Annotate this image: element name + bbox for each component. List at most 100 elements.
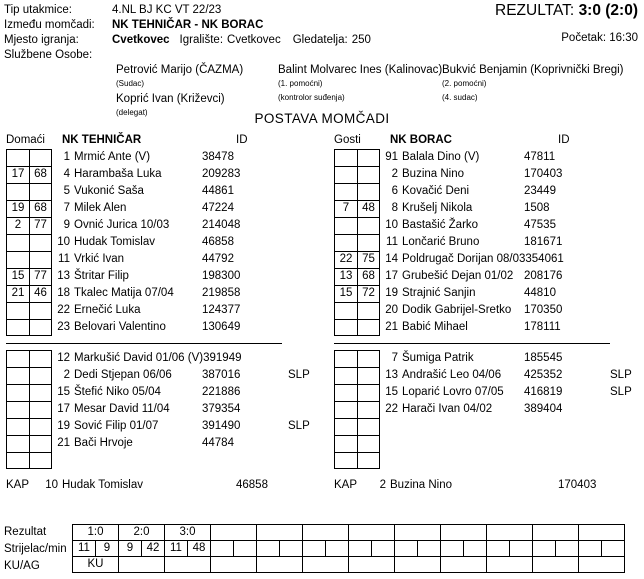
sub-minute-box[interactable] [357,435,380,452]
sub-minute-box[interactable] [357,183,380,200]
player-row[interactable]: 17 Mesar David 11/04 379354 [6,401,322,418]
sub-minute-box[interactable] [357,367,380,384]
player-row[interactable]: 2 Buzina Nino 170403 [334,166,644,183]
kuag-cell[interactable] [302,556,349,573]
strijelac-cell[interactable] [417,540,441,557]
player-row[interactable] [334,418,644,435]
sub-minute-box[interactable] [357,166,380,183]
rezultat-cell[interactable] [486,524,533,541]
kuag-cell[interactable] [440,556,487,573]
sub-minute-box[interactable]: 72 [357,285,380,302]
sub-minute-box[interactable]: 68 [29,200,52,217]
sub-minute-box[interactable]: 77 [29,217,52,234]
kuag-cell[interactable] [578,556,625,573]
rezultat-cell[interactable] [578,524,625,541]
player-row[interactable] [334,452,644,469]
sub-in-box[interactable] [334,367,357,384]
strijelac-cell[interactable]: 48 [187,540,211,557]
sub-in-box[interactable] [334,418,357,435]
sub-in-box[interactable] [334,452,357,469]
rezultat-cell[interactable] [256,524,303,541]
strijelac-cell[interactable] [601,540,625,557]
kuag-cell[interactable] [348,556,395,573]
player-row[interactable]: 20 Dodik Gabrijel-Sretko 170350 [334,302,644,319]
sub-in-box[interactable] [6,418,29,435]
sub-in-box[interactable]: 22 [334,251,357,268]
strijelac-cell[interactable] [486,540,510,557]
sub-in-box[interactable] [334,149,357,166]
kuag-cell[interactable] [118,556,165,573]
player-row[interactable]: 15 Loparić Lovro 07/05 416819 SLP [334,384,644,401]
sub-in-box[interactable] [334,384,357,401]
sub-in-box[interactable] [6,319,29,336]
player-row[interactable]: 7 Šumiga Patrik 185545 [334,350,644,367]
strijelac-cell[interactable]: 42 [141,540,165,557]
rezultat-cell[interactable] [348,524,395,541]
strijelac-cell[interactable] [233,540,257,557]
sub-minute-box[interactable] [357,302,380,319]
sub-in-box[interactable] [334,302,357,319]
sub-in-box[interactable]: 7 [334,200,357,217]
sub-in-box[interactable] [6,350,29,367]
sub-in-box[interactable] [6,149,29,166]
sub-in-box[interactable]: 13 [334,268,357,285]
player-row[interactable]: 19 68 7 Milek Alen 47224 [6,200,322,217]
strijelac-cell[interactable] [532,540,556,557]
sub-in-box[interactable] [6,384,29,401]
sub-in-box[interactable] [334,183,357,200]
sub-minute-box[interactable] [357,234,380,251]
kuag-cell[interactable] [210,556,257,573]
sub-minute-box[interactable] [357,350,380,367]
sub-in-box[interactable] [334,319,357,336]
sub-minute-box[interactable] [29,319,52,336]
player-row[interactable]: 21 Babić Mihael 178111 [334,319,644,336]
kuag-cell[interactable] [256,556,303,573]
sub-in-box[interactable]: 15 [334,285,357,302]
sub-minute-box[interactable] [357,418,380,435]
sub-minute-box[interactable]: 75 [357,251,380,268]
strijelac-cell[interactable] [210,540,234,557]
strijelac-cell[interactable] [348,540,372,557]
sub-minute-box[interactable] [29,234,52,251]
sub-minute-box[interactable] [357,452,380,469]
sub-minute-box[interactable]: 46 [29,285,52,302]
player-row[interactable]: 10 Bastašić Žarko 47535 [334,217,644,234]
sub-minute-box[interactable] [29,435,52,452]
player-row[interactable]: 22 75 14 Poldrugač Dorijan 08/03 354061 [334,251,644,268]
strijelac-cell[interactable] [555,540,579,557]
rezultat-cell[interactable] [394,524,441,541]
sub-in-box[interactable] [6,183,29,200]
sub-minute-box[interactable] [29,367,52,384]
player-row[interactable] [6,452,322,469]
sub-minute-box[interactable]: 68 [357,268,380,285]
sub-in-box[interactable] [334,234,357,251]
player-row[interactable]: 7 48 8 Krušelj Nikola 1508 [334,200,644,217]
strijelac-cell[interactable]: 11 [164,540,188,557]
sub-minute-box[interactable] [29,418,52,435]
sub-in-box[interactable]: 17 [6,166,29,183]
sub-in-box[interactable] [6,302,29,319]
sub-in-box[interactable] [334,166,357,183]
player-row[interactable]: 5 Vukonić Saša 44861 [6,183,322,200]
player-row[interactable]: 6 Kovačić Deni 23449 [334,183,644,200]
sub-minute-box[interactable] [29,183,52,200]
sub-minute-box[interactable] [29,149,52,166]
strijelac-cell[interactable]: 9 [95,540,119,557]
strijelac-cell[interactable] [325,540,349,557]
rezultat-cell[interactable]: 3:0 [164,524,211,541]
player-row[interactable]: 21 Bači Hrvoje 44784 [6,435,322,452]
sub-minute-box[interactable]: 68 [29,166,52,183]
sub-in-box[interactable] [6,367,29,384]
player-row[interactable]: 23 Belovari Valentino 130649 [6,319,322,336]
strijelac-cell[interactable] [463,540,487,557]
strijelac-cell[interactable] [256,540,280,557]
sub-in-box[interactable] [6,234,29,251]
sub-in-box[interactable] [6,251,29,268]
sub-in-box[interactable] [6,435,29,452]
sub-minute-box[interactable] [29,251,52,268]
sub-minute-box[interactable] [357,149,380,166]
player-row[interactable]: 22 Harači Ivan 04/02 389404 [334,401,644,418]
player-row[interactable]: 12 Markušić David 01/06 (V) 391949 [6,350,322,367]
rezultat-cell[interactable] [210,524,257,541]
rezultat-cell[interactable] [440,524,487,541]
